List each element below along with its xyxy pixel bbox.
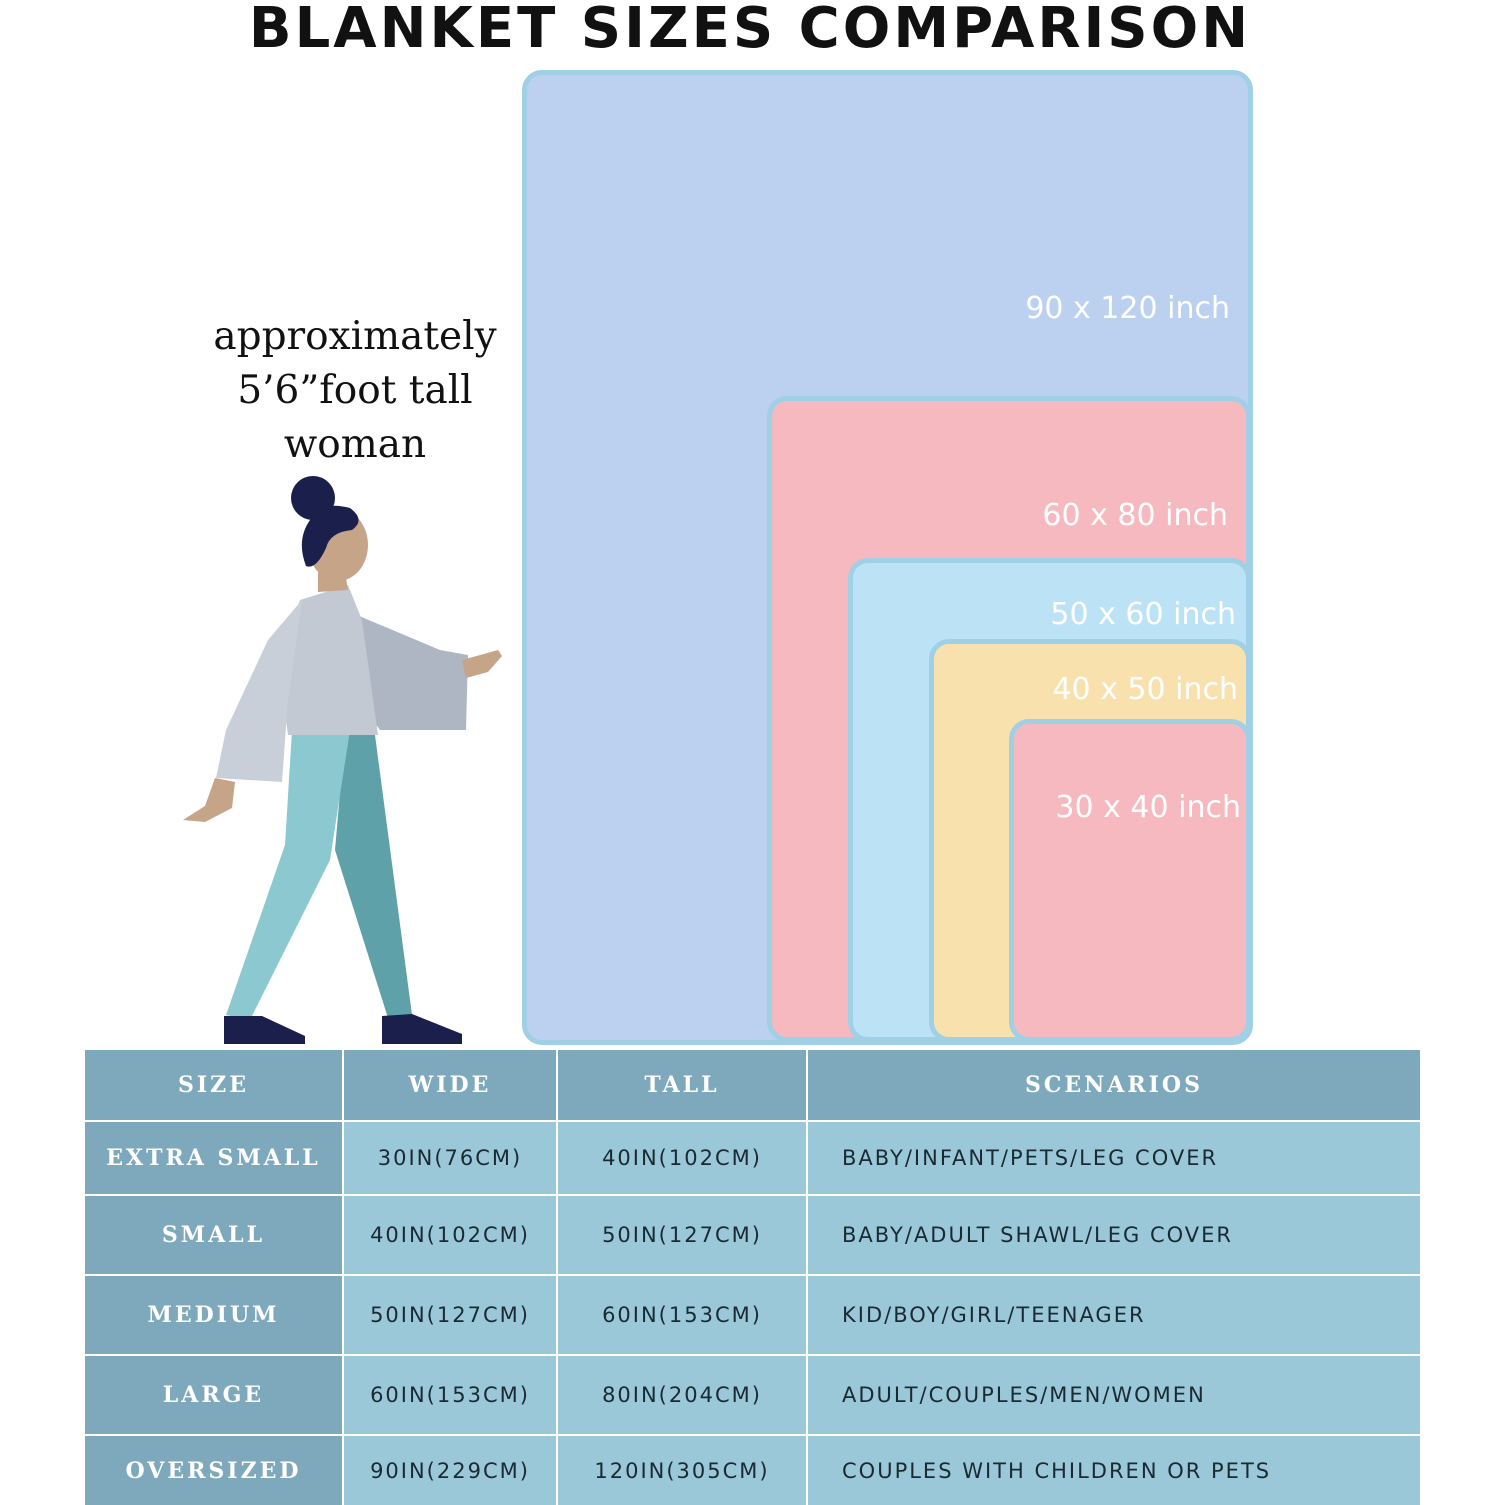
row-scenario: BABY/ADULT SHAWL/LEG COVER bbox=[808, 1196, 1420, 1274]
caption-line-1: approximately bbox=[213, 314, 497, 359]
row-tall: 60IN(153CM) bbox=[558, 1276, 806, 1354]
blanket-size-label: 40 x 50 inch bbox=[1052, 672, 1238, 707]
header-wide: WIDE bbox=[344, 1050, 556, 1120]
size-table: SIZE WIDE TALL SCENARIOS EXTRA SMALL 30I… bbox=[85, 1050, 1420, 1505]
row-wide: 50IN(127CM) bbox=[344, 1276, 556, 1354]
row-size: LARGE bbox=[85, 1356, 342, 1434]
row-scenario: KID/BOY/GIRL/TEENAGER bbox=[808, 1276, 1420, 1354]
row-scenario: BABY/INFANT/PETS/LEG COVER bbox=[808, 1122, 1420, 1194]
row-wide: 60IN(153CM) bbox=[344, 1356, 556, 1434]
blanket-30x40: 30 x 40 inch bbox=[1009, 719, 1251, 1042]
blanket-size-label: 90 x 120 inch bbox=[1025, 291, 1230, 326]
row-scenario: ADULT/COUPLES/MEN/WOMEN bbox=[808, 1356, 1420, 1434]
row-size: EXTRA SMALL bbox=[85, 1122, 342, 1194]
row-size: SMALL bbox=[85, 1196, 342, 1274]
row-size: OVERSIZED bbox=[85, 1436, 342, 1505]
row-size: MEDIUM bbox=[85, 1276, 342, 1354]
caption-line-2: 5’6”foot tall bbox=[237, 368, 473, 413]
blanket-size-label: 60 x 80 inch bbox=[1042, 498, 1228, 533]
blanket-size-label: 50 x 60 inch bbox=[1050, 597, 1236, 632]
row-scenario: COUPLES WITH CHILDREN OR PETS bbox=[808, 1436, 1420, 1505]
row-tall: 40IN(102CM) bbox=[558, 1122, 806, 1194]
row-wide: 30IN(76CM) bbox=[344, 1122, 556, 1194]
woman-height-caption: approximately 5’6”foot tall woman bbox=[190, 310, 520, 472]
header-size: SIZE bbox=[85, 1050, 342, 1120]
row-tall: 80IN(204CM) bbox=[558, 1356, 806, 1434]
caption-line-3: woman bbox=[283, 422, 427, 467]
row-tall: 120IN(305CM) bbox=[558, 1436, 806, 1505]
page-title: BLANKET SIZES COMPARISON bbox=[248, 0, 1252, 61]
row-tall: 50IN(127CM) bbox=[558, 1196, 806, 1274]
row-wide: 90IN(229CM) bbox=[344, 1436, 556, 1505]
header-scenarios: SCENARIOS bbox=[808, 1050, 1420, 1120]
blanket-size-label: 30 x 40 inch bbox=[1055, 790, 1241, 825]
row-wide: 40IN(102CM) bbox=[344, 1196, 556, 1274]
walking-woman-illustration bbox=[183, 476, 502, 1044]
header-tall: TALL bbox=[558, 1050, 806, 1120]
